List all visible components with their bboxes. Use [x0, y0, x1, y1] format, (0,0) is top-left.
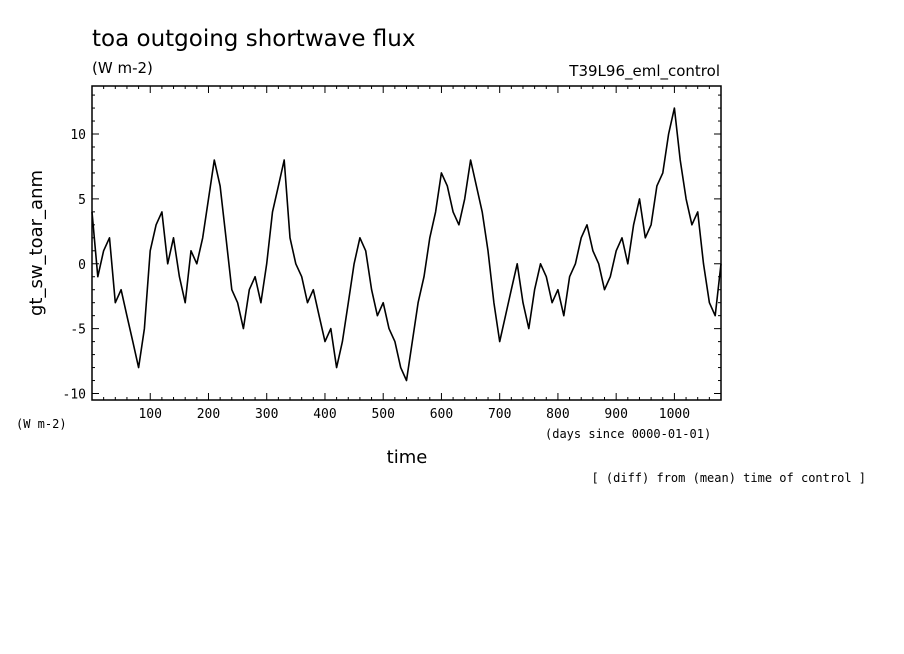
y-tick-label: 5 [78, 193, 86, 208]
x-axis: 100 200 300 400 500 600 700 800 900 1000 [103, 86, 722, 422]
x-tick-label: 200 [197, 407, 220, 422]
x-tick-label: 600 [430, 407, 453, 422]
y-axis-units: (W m-2) [16, 417, 67, 431]
chart-title: toa outgoing shortwave flux [92, 26, 415, 52]
series-line [91, 107, 722, 382]
experiment-label: T39L96_eml_control [568, 62, 720, 81]
x-tick-label: 800 [546, 407, 569, 422]
x-tick-label: 500 [371, 407, 394, 422]
y-tick-label: 10 [70, 128, 86, 143]
series-layer [91, 107, 722, 382]
y-axis: -10 -5 0 5 10 [63, 94, 721, 403]
x-tick-label: 1000 [659, 407, 690, 422]
x-axis-units: (days since 0000-01-01) [545, 427, 711, 441]
x-axis-label: time [387, 447, 428, 468]
x-tick-label: 100 [138, 407, 161, 422]
y-tick-label: -5 [70, 323, 86, 338]
y-tick-label: 0 [78, 258, 86, 273]
x-tick-label: 900 [604, 407, 627, 422]
y-axis-label: gt_sw_toar_anm [26, 170, 47, 316]
diff-note: [ (diff) from (mean) time of control ] [591, 471, 866, 485]
x-tick-label: 400 [313, 407, 336, 422]
x-tick-label: 300 [255, 407, 278, 422]
x-tick-label: 700 [488, 407, 511, 422]
chart-units: (W m-2) [92, 59, 153, 77]
y-tick-label: -10 [63, 388, 86, 403]
plot-frame [91, 85, 722, 401]
